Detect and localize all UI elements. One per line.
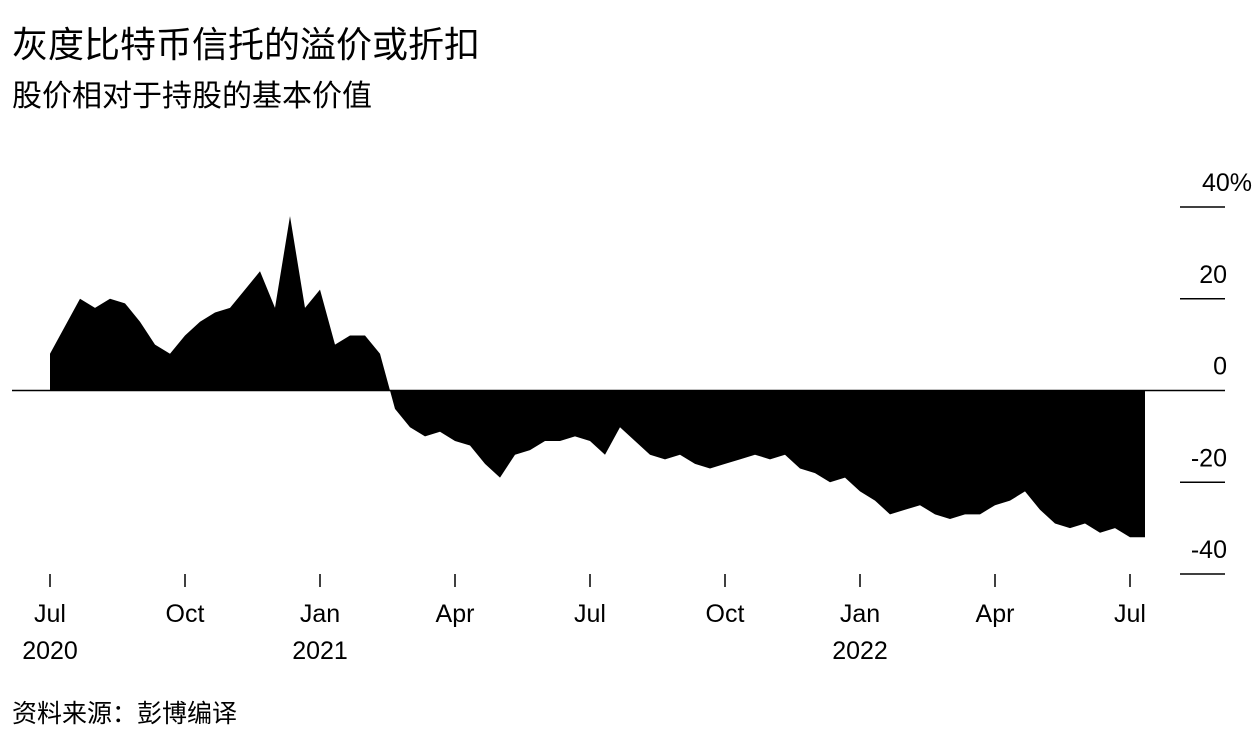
x-tick-label: Apr bbox=[976, 600, 1015, 628]
x-tick-label: Jul bbox=[34, 600, 66, 628]
y-tick-label: -20 bbox=[1191, 444, 1227, 472]
x-tick-label: Jan bbox=[840, 600, 880, 628]
y-tick-label: 40% bbox=[1202, 169, 1252, 197]
source: 资料来源：彭博编译 bbox=[12, 700, 237, 728]
chart-title: 灰度比特币信托的溢价或折扣 bbox=[12, 24, 480, 65]
y-tick-label: 20 bbox=[1199, 261, 1227, 289]
x-year-label: 2021 bbox=[292, 637, 348, 665]
x-tick-label: Jan bbox=[300, 600, 340, 628]
x-tick-label: Jul bbox=[574, 600, 606, 628]
x-tick-label: Apr bbox=[436, 600, 475, 628]
y-tick-label: 0 bbox=[1213, 353, 1227, 381]
x-year-label: 2020 bbox=[22, 637, 78, 665]
y-tick-label: -40 bbox=[1191, 536, 1227, 564]
x-tick-label: Oct bbox=[706, 600, 745, 628]
x-year-label: 2022 bbox=[832, 637, 888, 665]
area bbox=[50, 216, 1145, 538]
chart-subtitle: 股价相对于持股的基本价值 bbox=[12, 80, 372, 113]
x-tick-label: Oct bbox=[166, 600, 205, 628]
x-tick-label: Jul bbox=[1114, 600, 1146, 628]
